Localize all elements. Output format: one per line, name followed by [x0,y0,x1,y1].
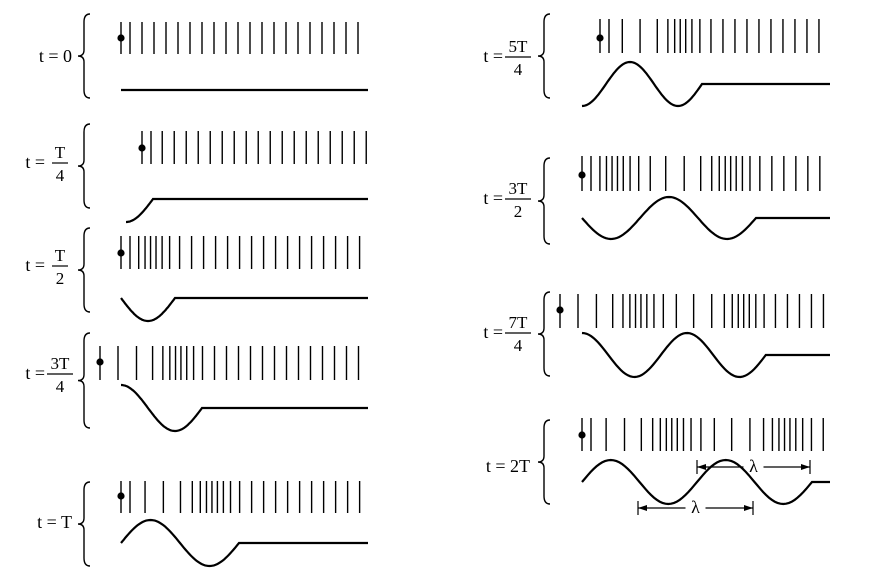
wavelength-marker-lower: λ [637,497,754,517]
brace-1 [77,123,91,209]
fraction-numerator: T [55,246,66,265]
particle-ticks-1 [138,131,367,164]
time-label-7: t = 7T 4 [483,313,531,355]
wave-curve-8 [581,458,830,506]
time-label-prefix: t = [483,188,503,208]
fraction-numerator: 7T [509,313,529,332]
time-label-text: t = T [37,512,72,532]
time-label-text: t = 2T [486,456,530,476]
wave-curve-7 [581,331,830,379]
particle-ticks-0 [117,22,359,54]
particle-ticks-3 [96,346,360,380]
fraction-denominator: 2 [514,202,523,221]
time-label-2: t = T 2 [25,246,68,288]
source-particle-dot [117,492,125,500]
wavelength-label: λ [749,456,758,476]
brace-4 [77,481,91,567]
wave-curve-4 [120,518,368,568]
brace-7 [537,291,551,377]
brace-6 [537,157,551,245]
source-particle-dot [578,171,586,179]
source-particle-dot [117,34,125,42]
wave-curve-5 [581,60,830,108]
source-particle-dot [596,34,604,42]
time-label-0: t = 0 [39,46,72,66]
particle-ticks-8 [578,418,824,451]
fraction-numerator: 3T [509,179,529,198]
time-label-prefix: t = [25,255,45,275]
particle-ticks-2 [117,236,361,269]
time-label-text: t = 0 [39,46,72,66]
brace-5 [537,13,551,99]
fraction-numerator: 3T [51,354,71,373]
wavelength-label: λ [691,497,700,517]
fraction-denominator: 4 [514,336,523,355]
fraction-numerator: 5T [509,37,529,56]
time-label-prefix: t = [483,46,503,66]
time-label-4: t = T [37,512,72,532]
fraction-denominator: 4 [514,60,523,79]
time-label-3: t = 3T 4 [25,354,73,396]
wavelength-marker-upper: λ [696,456,811,476]
time-label-6: t = 3T 2 [483,179,531,221]
brace-0 [77,13,91,99]
brace-3 [77,332,91,429]
fraction-denominator: 4 [56,377,65,396]
brace-2 [77,227,91,313]
time-label-prefix: t = [25,152,45,172]
source-particle-dot [96,358,104,366]
brace-8 [537,419,551,505]
time-label-5: t = 5T 4 [483,37,531,79]
time-label-1: t = T 4 [25,143,68,185]
particle-ticks-7 [556,294,825,328]
particle-ticks-5 [596,19,820,53]
time-label-prefix: t = [25,363,45,383]
particle-ticks-4 [117,481,361,513]
fraction-numerator: T [55,143,66,162]
fraction-denominator: 4 [56,166,65,185]
wave-curve-2 [120,296,368,323]
time-label-8: t = 2T [486,456,530,476]
time-label-prefix: t = [483,322,503,342]
source-particle-dot [138,144,146,152]
wave-curve-3 [121,383,368,433]
particle-ticks-6 [578,156,821,191]
source-particle-dot [556,306,564,314]
source-particle-dot [578,431,586,439]
wave-curve-1 [126,197,368,224]
source-particle-dot [117,249,125,257]
wave-curve-6 [581,195,830,241]
fraction-denominator: 2 [56,269,65,288]
